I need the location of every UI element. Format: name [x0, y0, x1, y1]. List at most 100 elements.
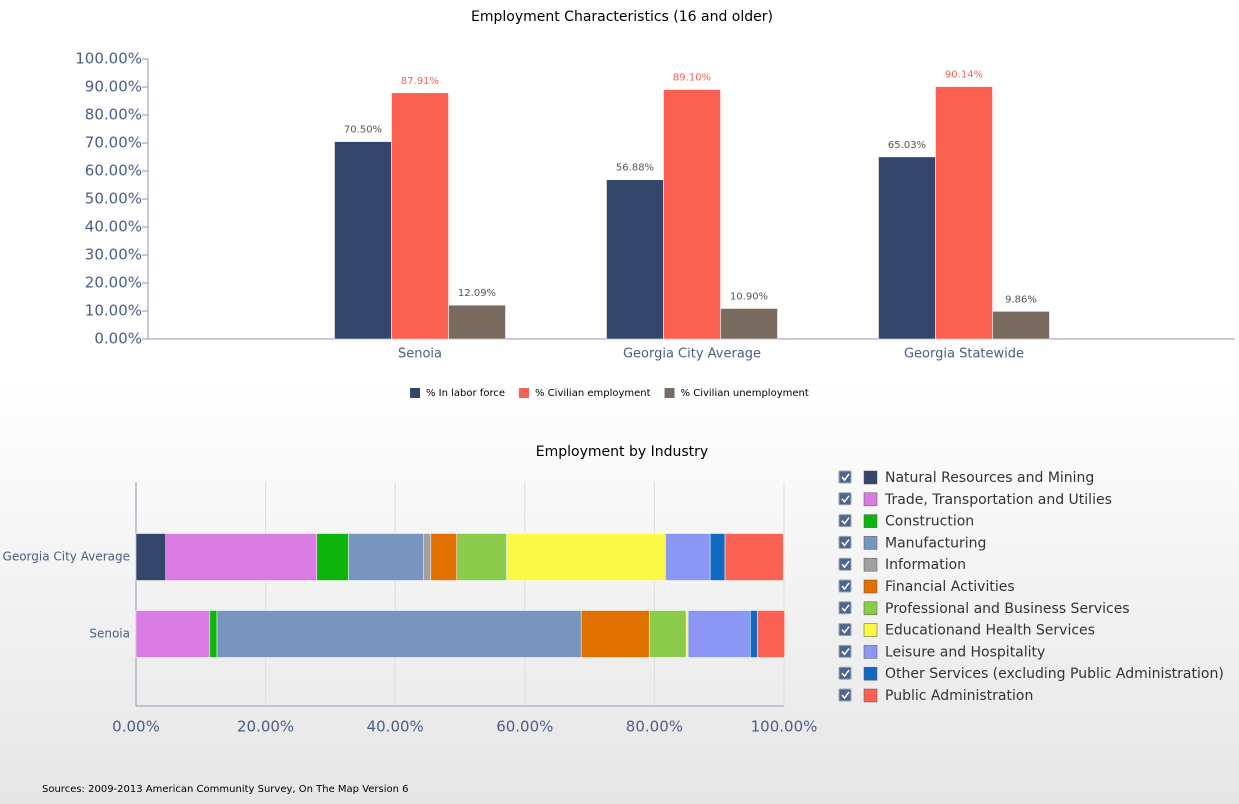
y-tick-label: 30.00% [85, 246, 142, 264]
legend-checkbox[interactable] [838, 514, 852, 528]
legend-label[interactable]: Leisure and Hospitality [885, 644, 1045, 660]
legend-label[interactable]: Manufacturing [885, 535, 986, 551]
legend-checkbox[interactable] [838, 666, 852, 680]
bar [663, 89, 721, 340]
bar-segment [685, 610, 689, 658]
x-tick-label: Georgia Statewide [904, 347, 1024, 362]
legend-label[interactable]: Information [885, 557, 966, 573]
bar [720, 308, 778, 340]
bar [606, 179, 664, 340]
bar-segment [665, 533, 711, 581]
x-tick-label: 60.00% [496, 718, 553, 736]
legend-label[interactable]: Educationand Health Services [885, 623, 1095, 639]
bar [448, 304, 506, 340]
y-tick-label: 10.00% [85, 302, 142, 320]
legend-checkbox[interactable] [838, 535, 852, 549]
bar-segment [135, 610, 211, 658]
legend-swatch [519, 388, 529, 398]
x-tick-label: 100.00% [751, 718, 818, 736]
legend-label[interactable]: Natural Resources and Mining [885, 470, 1094, 486]
y-tick-label: 40.00% [85, 218, 142, 236]
bar-segment [750, 610, 758, 658]
legend-label[interactable]: % Civilian unemployment [681, 388, 809, 399]
sources: Sources: 2009-2013 American Community Su… [42, 784, 409, 795]
data-label: 56.88% [616, 163, 654, 174]
checkmark [841, 495, 850, 504]
y-tick-label: Georgia City Average [3, 550, 130, 564]
y-tick-label: 0.00% [94, 330, 142, 348]
legend-swatch [863, 536, 878, 550]
bar-segment [757, 610, 785, 658]
legend-label[interactable]: Other Services (excluding Public Adminis… [885, 666, 1224, 682]
legend-label[interactable]: % In labor force [426, 388, 505, 399]
bar-segment [687, 610, 751, 658]
legend-checkbox[interactable] [838, 557, 852, 571]
bar-segment [348, 533, 424, 581]
bar-segment [216, 610, 582, 658]
bar-segment [316, 533, 349, 581]
y-tick-label: 90.00% [85, 78, 142, 96]
data-label: 12.09% [458, 288, 496, 299]
bar-segment [135, 533, 167, 581]
bar-segment [506, 533, 666, 581]
legend-checkbox[interactable] [838, 470, 852, 484]
legend-swatch [863, 514, 878, 528]
legend-label[interactable]: Financial Activities [885, 579, 1015, 595]
bar [878, 156, 936, 340]
y-tick-label: 80.00% [85, 106, 142, 124]
y-tick-label: Senoia [89, 627, 130, 641]
x-tick-label: Senoia [398, 347, 442, 362]
legend-checkbox[interactable] [838, 623, 852, 637]
legend-swatch [863, 579, 878, 594]
x-tick-label: Georgia City Average [623, 347, 761, 362]
bar-segment [209, 610, 218, 658]
x-tick-label: 0.00% [112, 718, 160, 736]
checkmark [841, 473, 850, 482]
legend-swatch [410, 388, 420, 398]
x-tick-label: 40.00% [367, 718, 424, 736]
bar-segment [456, 533, 507, 581]
legend-label[interactable]: Professional and Business Services [885, 601, 1130, 617]
checkmark [841, 626, 850, 634]
legend-swatch [863, 492, 878, 507]
data-label: 9.86% [1005, 294, 1037, 305]
legend-label[interactable]: % Civilian employment [535, 388, 651, 399]
bar-segment [430, 533, 458, 581]
legend-checkbox[interactable] [838, 601, 852, 615]
checkmark [841, 604, 850, 613]
legend-checkbox[interactable] [838, 644, 852, 658]
y-tick-label: 20.00% [85, 274, 142, 292]
data-label: 87.91% [401, 76, 439, 87]
legend-swatch [863, 645, 878, 659]
legend-label[interactable]: Construction [885, 514, 974, 530]
bar [935, 86, 993, 340]
checkmark [841, 669, 850, 678]
bar-segment [580, 610, 650, 658]
checkmark [841, 517, 850, 525]
legend-swatch [863, 666, 878, 681]
checkmark [841, 582, 850, 591]
legend-swatch [863, 623, 878, 637]
bar-segment [724, 533, 784, 581]
bar [391, 92, 449, 340]
y-tick-label: 60.00% [85, 162, 142, 180]
checkmark [841, 560, 850, 569]
legend-label[interactable]: Public Administration [885, 688, 1033, 704]
data-label: 65.03% [888, 140, 926, 151]
checkmark [841, 538, 850, 547]
legend-checkbox[interactable] [838, 492, 852, 506]
data-label: 90.14% [945, 70, 983, 81]
legend-swatch [863, 470, 878, 485]
bar-segment [648, 610, 687, 658]
x-tick-label: 20.00% [237, 718, 294, 736]
legend-checkbox[interactable] [838, 579, 852, 593]
bar-segment [709, 533, 726, 581]
legend-checkbox[interactable] [838, 688, 852, 702]
legend-label[interactable]: Trade, Transportation and Utilies [884, 492, 1112, 508]
y-tick-label: 50.00% [85, 190, 142, 208]
bar [334, 141, 392, 340]
checkmark [841, 647, 850, 656]
chart-title: Employment Characteristics (16 and older… [471, 9, 773, 25]
checkmark [841, 691, 850, 700]
data-label: 89.10% [673, 73, 711, 84]
